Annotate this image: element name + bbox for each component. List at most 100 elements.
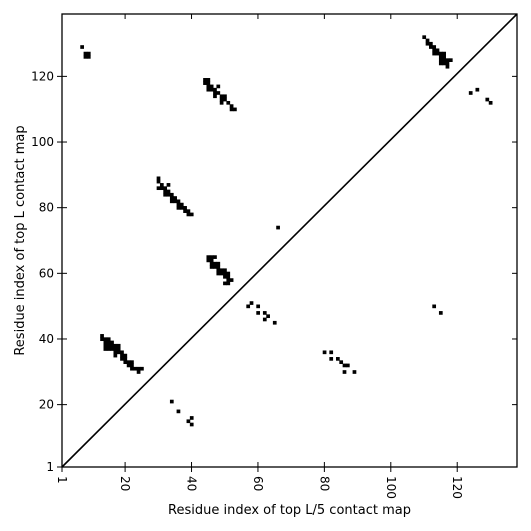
contact-point: [110, 347, 114, 351]
contact-point: [266, 314, 270, 319]
contact-point: [422, 35, 427, 40]
contact-point: [249, 301, 254, 305]
contact-point: [216, 265, 221, 269]
contact-point: [86, 51, 91, 56]
contact-point: [120, 357, 124, 361]
contact-point: [186, 209, 191, 213]
contact-point: [169, 192, 174, 197]
contact-point: [256, 311, 261, 315]
contact-point: [209, 84, 214, 89]
contact-point: [173, 199, 177, 204]
diagonal-line: [61, 13, 518, 468]
contact-point: [322, 350, 327, 355]
contact-point: [110, 343, 114, 348]
contact-point: [213, 255, 217, 259]
contact-point: [448, 58, 453, 62]
contact-point: [442, 58, 446, 62]
contact-point: [86, 55, 91, 59]
y-tick-label: 80: [39, 201, 54, 215]
contact-point: [432, 51, 437, 56]
contact-point: [103, 343, 108, 348]
contact-point: [226, 278, 231, 282]
contact-point: [133, 366, 138, 371]
contact-point: [438, 61, 443, 66]
contact-point: [166, 192, 171, 197]
contact-point: [209, 87, 214, 92]
contact-point: [103, 340, 108, 345]
contact-point: [262, 311, 267, 315]
contact-point: [329, 357, 334, 361]
contact-point: [442, 51, 446, 56]
contact-point: [83, 55, 88, 59]
contact-point: [216, 91, 221, 95]
contact-point: [223, 94, 227, 99]
contact-point: [219, 100, 224, 105]
contact-point: [209, 261, 214, 266]
contact-point: [140, 366, 144, 371]
y-axis-label: Residue index of top L contact map: [13, 125, 28, 355]
contact-point: [189, 212, 194, 217]
contact-point: [226, 100, 231, 105]
contact-point: [106, 347, 111, 351]
x-axis-label: Residue index of top L/5 contact map: [168, 503, 411, 518]
contact-point: [189, 422, 194, 427]
contact-point: [246, 304, 251, 309]
contact-point: [428, 45, 433, 49]
contact-point: [206, 258, 211, 263]
contact-point: [445, 58, 450, 62]
contact-point: [156, 179, 161, 184]
contact-point: [226, 271, 231, 276]
contact-point: [442, 61, 446, 66]
contact-point: [179, 206, 184, 210]
contact-point: [130, 360, 134, 364]
contact-point: [166, 183, 171, 187]
contact-point: [438, 51, 443, 56]
contact-point: [176, 202, 181, 207]
contact-point: [120, 353, 124, 358]
contact-point: [213, 265, 217, 269]
contact-point: [342, 370, 347, 374]
contact-point: [339, 360, 344, 364]
contact-point: [219, 97, 224, 102]
contact-point: [156, 176, 161, 181]
contact-point: [213, 91, 217, 95]
contact-point: [329, 350, 334, 355]
y-tick-label: 40: [39, 332, 54, 346]
contact-point: [336, 357, 340, 361]
contact-point: [203, 78, 207, 82]
contact-point: [169, 196, 174, 200]
contact-point: [100, 334, 104, 338]
contact-point: [169, 399, 174, 404]
contact-point: [183, 209, 187, 213]
contact-point: [156, 186, 161, 191]
contact-point: [219, 268, 224, 273]
contact-point: [262, 317, 267, 322]
contact-point: [159, 183, 164, 187]
contact-point: [106, 343, 111, 348]
contact-point: [100, 337, 104, 342]
contact-point: [136, 370, 141, 374]
contact-point: [176, 409, 181, 414]
y-tick-label: 60: [39, 266, 54, 280]
contact-point: [209, 265, 214, 269]
contact-point: [179, 202, 184, 207]
contact-point: [445, 64, 450, 69]
contact-point: [163, 189, 168, 194]
contact-point: [435, 48, 440, 53]
contact-point: [226, 281, 231, 286]
x-tick-label: 60: [251, 476, 265, 491]
contact-point: [213, 94, 217, 99]
contact-point: [136, 366, 141, 371]
contact-point: [233, 107, 237, 112]
contact-point: [209, 255, 214, 259]
contact-point: [130, 363, 134, 368]
y-tick-label: 1: [46, 460, 54, 474]
contact-point: [342, 363, 347, 368]
contact-point: [256, 304, 261, 309]
contact-point: [213, 87, 217, 92]
y-tick-label: 100: [31, 135, 54, 149]
contact-point: [173, 196, 177, 200]
contact-point: [206, 84, 211, 89]
contact-point: [203, 81, 207, 85]
x-tick-label: 40: [185, 476, 199, 491]
